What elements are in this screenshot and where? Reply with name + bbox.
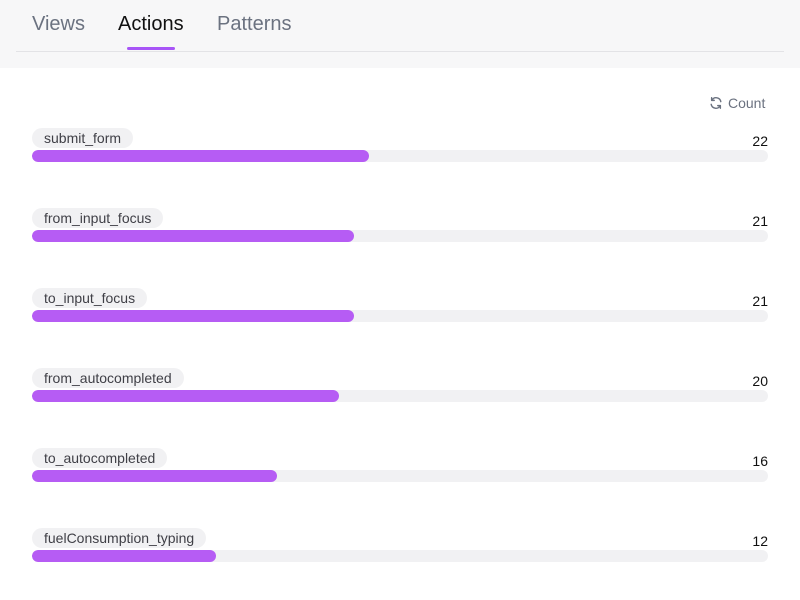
tab-bar: Views Actions Patterns [16,0,784,52]
header: Views Actions Patterns [0,0,800,68]
tab-views[interactable]: Views [32,13,85,35]
action-label: to_input_focus [32,288,148,308]
action-label: from_autocompleted [32,368,184,388]
action-row: from_input_focus 21 [32,208,768,252]
progress-fill [32,390,339,402]
tab-patterns[interactable]: Patterns [217,13,292,35]
action-count: 21 [752,213,768,229]
action-count: 12 [752,533,768,549]
progress-track [32,230,768,242]
action-row: fuelConsumption_typing 12 [32,528,768,572]
progress-track [32,550,768,562]
sort-count-button[interactable]: Count [709,94,765,112]
progress-fill [32,310,355,322]
action-count: 16 [752,453,768,469]
active-tab-indicator [127,47,175,50]
progress-fill [32,150,370,162]
action-count: 22 [752,133,768,149]
progress-fill [32,230,355,242]
refresh-icon [710,97,722,109]
action-row: from_autocompleted 20 [32,368,768,412]
progress-track [32,390,768,402]
action-label: submit_form [32,128,134,148]
action-row: to_input_focus 21 [32,288,768,332]
progress-track [32,150,768,162]
progress-fill [32,550,216,562]
sort-label: Count [728,95,766,111]
progress-track [32,470,768,482]
action-count: 20 [752,373,768,389]
action-label: from_input_focus [32,208,164,228]
progress-fill [32,470,278,482]
action-label: to_autocompleted [32,448,168,468]
action-row: to_autocompleted 16 [32,448,768,492]
action-count: 21 [752,293,768,309]
progress-track [32,310,768,322]
tab-actions[interactable]: Actions [118,13,184,35]
action-label: fuelConsumption_typing [32,528,207,548]
action-row: submit_form 22 [32,128,768,172]
